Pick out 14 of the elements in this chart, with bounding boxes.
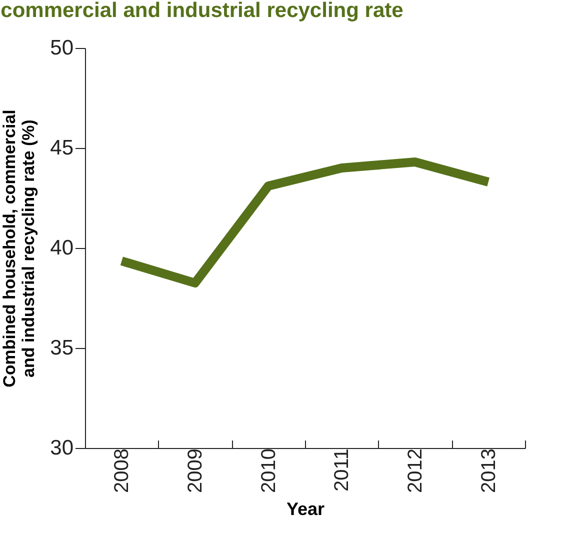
y-tick-label: 50 [50,36,74,60]
x-tick-label: 2008 [111,448,134,493]
y-tick-label: 35 [50,336,74,360]
x-tick-label: 2009 [184,448,206,493]
y-axis-title: Combined household, commercial and industrial recycling rate (%) [0,110,38,388]
x-axis-title: Year [286,498,325,519]
x-tick-label: 2012 [404,448,426,493]
x-tick-label: 2011 [331,448,354,492]
y-tick-label: 45 [50,136,74,160]
x-tick-label: 2013 [478,448,500,493]
chart-title: commercial and industrial recycling rate [0,0,404,22]
x-tick-label: 2010 [258,448,280,493]
y-tick-label: 30 [50,436,74,460]
y-tick-label: 40 [50,236,74,260]
